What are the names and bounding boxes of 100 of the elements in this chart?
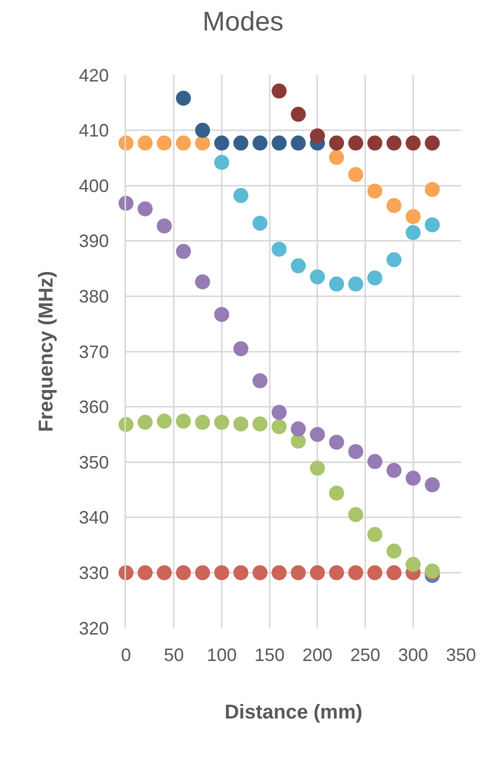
x-axis-title: Distance (mm)	[224, 702, 362, 724]
point	[156, 218, 172, 234]
point	[348, 167, 364, 182]
point	[290, 421, 306, 436]
point	[138, 414, 153, 430]
y-tick-label: 400	[78, 176, 109, 196]
point	[272, 419, 287, 434]
point	[310, 460, 325, 476]
x-tick-label: 50	[164, 645, 184, 665]
point	[329, 486, 344, 501]
point	[252, 373, 268, 388]
point	[348, 136, 364, 151]
point	[176, 90, 191, 106]
point	[386, 462, 402, 478]
point	[367, 454, 382, 470]
x-tick-label: 100	[206, 645, 237, 665]
x-tick-label: 150	[254, 645, 285, 665]
point	[290, 136, 306, 151]
point	[214, 154, 230, 170]
point	[176, 414, 191, 429]
point	[233, 341, 248, 356]
y-tick-label: 390	[78, 231, 109, 252]
point	[290, 565, 306, 580]
point	[386, 136, 402, 151]
point	[310, 565, 325, 580]
point	[176, 244, 191, 259]
point	[424, 217, 440, 232]
point	[233, 136, 248, 151]
point	[214, 565, 230, 580]
point	[329, 565, 344, 580]
y-tick-label: 370	[78, 342, 109, 362]
point	[348, 565, 364, 580]
point	[272, 242, 287, 257]
point	[214, 136, 230, 151]
point	[214, 306, 230, 322]
point	[329, 434, 344, 450]
point	[176, 136, 191, 151]
y-tick-label: 410	[78, 120, 109, 141]
point	[348, 507, 364, 522]
point	[233, 416, 248, 432]
point	[367, 565, 382, 580]
point	[176, 565, 191, 580]
y-tick-label: 320	[78, 618, 109, 638]
point	[290, 258, 306, 274]
point	[424, 136, 440, 151]
point	[195, 565, 210, 580]
point	[156, 136, 172, 151]
x-tick-label: 0	[120, 645, 132, 665]
point	[138, 136, 153, 151]
point	[406, 136, 421, 151]
point	[329, 150, 344, 165]
point	[367, 270, 382, 286]
point	[386, 252, 402, 268]
y-tick-label: 340	[78, 508, 109, 528]
point	[252, 565, 268, 580]
chart-title: Modes	[202, 6, 284, 36]
point	[406, 209, 421, 224]
point	[252, 416, 268, 432]
y-tick-label: 420	[78, 65, 109, 86]
y-tick-label: 360	[78, 397, 109, 418]
point	[252, 216, 268, 231]
point	[156, 565, 172, 580]
point	[310, 426, 325, 442]
point	[272, 404, 287, 420]
point	[386, 198, 402, 214]
point	[329, 136, 344, 151]
x-tick-label: 350	[446, 645, 476, 665]
y-axis-title: Frequency (MHz)	[36, 270, 58, 432]
point	[386, 544, 402, 559]
y-tick-label: 330	[78, 563, 109, 583]
point	[272, 565, 287, 580]
point	[348, 444, 364, 460]
point	[406, 470, 421, 486]
point	[310, 269, 325, 284]
point	[348, 276, 364, 292]
point	[252, 136, 268, 151]
point	[233, 188, 248, 204]
point	[138, 201, 153, 216]
y-tick-label: 350	[78, 452, 109, 472]
point	[310, 128, 325, 144]
point	[406, 556, 421, 572]
point	[195, 136, 210, 151]
point	[329, 276, 344, 292]
point	[195, 122, 210, 138]
point	[367, 184, 382, 199]
point	[214, 414, 230, 430]
x-tick-label: 200	[302, 645, 332, 665]
point	[290, 106, 306, 122]
point	[386, 565, 402, 580]
point	[406, 225, 421, 240]
point	[424, 182, 440, 197]
point	[156, 414, 172, 429]
point	[424, 477, 440, 492]
point	[367, 527, 382, 542]
point	[272, 84, 287, 99]
point	[138, 565, 153, 580]
x-tick-label: 250	[350, 645, 380, 665]
y-tick-label: 380	[78, 286, 109, 306]
point	[233, 565, 248, 580]
point	[195, 274, 210, 290]
